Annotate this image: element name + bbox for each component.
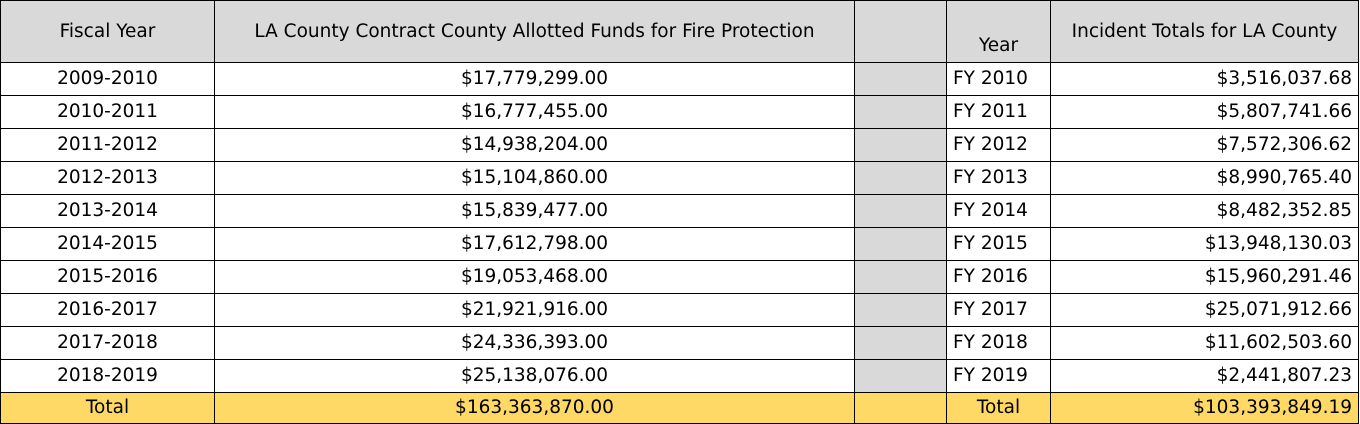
spacer-cell xyxy=(854,260,947,294)
fiscal-year-cell: 2011-2012 xyxy=(0,128,215,162)
incident-total-cell: $11,602,503.60 xyxy=(1050,326,1359,360)
allotted-funds-cell: $24,336,393.00 xyxy=(214,326,855,360)
incident-total-cell: $2,441,807.23 xyxy=(1050,359,1359,393)
spacer-cell xyxy=(854,128,947,162)
fiscal-year-cell: 2017-2018 xyxy=(0,326,215,360)
table-row: 2015-2016 $19,053,468.00 FY 2016 $15,960,29… xyxy=(0,260,1359,294)
allotted-funds-cell: $15,104,860.00 xyxy=(214,161,855,195)
incident-total-cell: $13,948,130.03 xyxy=(1050,227,1359,261)
total-label-left: Total xyxy=(0,392,215,424)
fiscal-year-cell: 2018-2019 xyxy=(0,359,215,393)
spacer-cell xyxy=(854,293,947,327)
total-allotted: $163,363,870.00 xyxy=(214,392,855,424)
total-spacer xyxy=(854,392,947,424)
total-row: Total $163,363,870.00 Total $103,393,849… xyxy=(0,392,1359,424)
fiscal-year-cell: 2010-2011 xyxy=(0,95,215,129)
total-label-right: Total xyxy=(946,392,1051,424)
spacer-cell xyxy=(854,194,947,228)
spacer-cell xyxy=(854,161,947,195)
table-row: 2018-2019 $25,138,076.00 FY 2019 $2,441,807… xyxy=(0,359,1359,393)
incident-total-cell: $3,516,037.68 xyxy=(1050,62,1359,96)
allotted-funds-cell: $17,779,299.00 xyxy=(214,62,855,96)
spacer-cell xyxy=(854,359,947,393)
table-row: 2013-2014 $15,839,477.00 FY 2014 $8,482,352… xyxy=(0,194,1359,228)
year-cell: FY 2019 xyxy=(946,359,1051,393)
incident-total-cell: $25,071,912.66 xyxy=(1050,293,1359,327)
table-body: 2009-2010 $17,779,299.00 FY 2010 $3,516,037… xyxy=(0,62,1359,393)
fiscal-year-cell: 2009-2010 xyxy=(0,62,215,96)
header-spacer xyxy=(854,0,947,63)
year-cell: FY 2010 xyxy=(946,62,1051,96)
table-row: 2009-2010 $17,779,299.00 FY 2010 $3,516,037… xyxy=(0,62,1359,96)
spacer-cell xyxy=(854,227,947,261)
allotted-funds-cell: $14,938,204.00 xyxy=(214,128,855,162)
fiscal-year-cell: 2012-2013 xyxy=(0,161,215,195)
header-fiscal-year: Fiscal Year xyxy=(0,0,215,63)
allotted-funds-cell: $21,921,916.00 xyxy=(214,293,855,327)
year-cell: FY 2016 xyxy=(946,260,1051,294)
fiscal-year-cell: 2016-2017 xyxy=(0,293,215,327)
header-row: Fiscal Year LA County Contract County Al… xyxy=(0,0,1359,63)
spacer-cell xyxy=(854,62,947,96)
header-year: Year xyxy=(946,0,1051,63)
table-row: 2010-2011 $16,777,455.00 FY 2011 $5,807,741… xyxy=(0,95,1359,129)
incident-total-cell: $8,482,352.85 xyxy=(1050,194,1359,228)
incident-total-cell: $5,807,741.66 xyxy=(1050,95,1359,129)
total-incident: $103,393,849.19 xyxy=(1050,392,1359,424)
incident-total-cell: $7,572,306.62 xyxy=(1050,128,1359,162)
header-allotted-funds: LA County Contract County Allotted Funds… xyxy=(214,0,855,63)
allotted-funds-cell: $16,777,455.00 xyxy=(214,95,855,129)
table-row: 2017-2018 $24,336,393.00 FY 2018 $11,602,50… xyxy=(0,326,1359,360)
fiscal-year-cell: 2013-2014 xyxy=(0,194,215,228)
year-cell: FY 2018 xyxy=(946,326,1051,360)
year-cell: FY 2012 xyxy=(946,128,1051,162)
incident-total-cell: $8,990,765.40 xyxy=(1050,161,1359,195)
year-cell: FY 2014 xyxy=(946,194,1051,228)
year-cell: FY 2011 xyxy=(946,95,1051,129)
header-incident-totals: Incident Totals for LA County xyxy=(1050,0,1359,63)
spacer-cell xyxy=(854,95,947,129)
year-cell: FY 2015 xyxy=(946,227,1051,261)
incident-total-cell: $15,960,291.46 xyxy=(1050,260,1359,294)
year-cell: FY 2013 xyxy=(946,161,1051,195)
allotted-funds-cell: $17,612,798.00 xyxy=(214,227,855,261)
table-row: 2012-2013 $15,104,860.00 FY 2013 $8,990,765… xyxy=(0,161,1359,195)
fiscal-year-cell: 2015-2016 xyxy=(0,260,215,294)
table-row: 2016-2017 $21,921,916.00 FY 2017 $25,071,91… xyxy=(0,293,1359,327)
year-cell: FY 2017 xyxy=(946,293,1051,327)
allotted-funds-cell: $25,138,076.00 xyxy=(214,359,855,393)
table-row: 2014-2015 $17,612,798.00 FY 2015 $13,948,13… xyxy=(0,227,1359,261)
table-row: 2011-2012 $14,938,204.00 FY 2012 $7,572,306… xyxy=(0,128,1359,162)
fiscal-year-cell: 2014-2015 xyxy=(0,227,215,261)
allotted-funds-cell: $19,053,468.00 xyxy=(214,260,855,294)
spacer-cell xyxy=(854,326,947,360)
allotted-funds-cell: $15,839,477.00 xyxy=(214,194,855,228)
